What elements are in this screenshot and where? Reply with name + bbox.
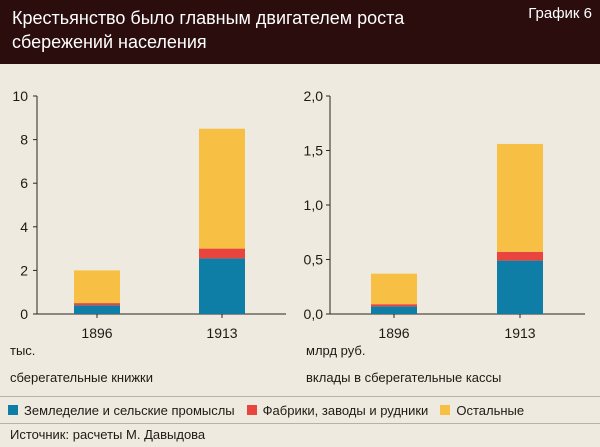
- left-chart-unit: тыс.: [10, 343, 36, 358]
- right-bar-1896-agriculture: [371, 306, 417, 314]
- right-y-tick-label: 1,5: [304, 143, 324, 159]
- left-y-tick-label: 4: [20, 219, 28, 235]
- left-y-tick-label: 2: [20, 262, 28, 278]
- right-chart-unit: млрд руб.: [306, 343, 366, 358]
- right-x-tick-label: 1913: [504, 325, 535, 341]
- left-y-tick-label: 6: [20, 175, 28, 191]
- chart-number: График 6: [528, 5, 592, 22]
- right-y-tick-label: 0,0: [304, 306, 324, 322]
- right-bar-1913-factories: [497, 251, 543, 261]
- left-bar-1913-other: [199, 128, 245, 249]
- legend-swatch-factories: [246, 405, 257, 415]
- legend-label-factories: Фабрики, заводы и рудники: [262, 402, 429, 418]
- legend-top-divider: [0, 396, 600, 397]
- right-y-tick-label: 0,5: [304, 252, 324, 268]
- left-chart-description: сберегательные книжки: [10, 370, 153, 385]
- right-x-tick-label: 1896: [378, 325, 409, 341]
- legend-item-agriculture: Земледелие и сельские промыслы: [8, 403, 235, 418]
- left-x-tick-label: 1913: [206, 325, 237, 341]
- legend: Земледелие и сельские промыслы Фабрики, …: [8, 402, 536, 418]
- legend-item-other: Остальные: [440, 403, 524, 418]
- legend-swatch-other: [440, 405, 451, 415]
- chart-title: Крестьянство было главным двигателем рос…: [12, 8, 405, 52]
- right-y-tick-label: 1,0: [304, 197, 324, 213]
- left-bar-1913-factories: [199, 248, 245, 259]
- left-bar-1896-agriculture: [74, 305, 120, 314]
- chart-header: Крестьянство было главным двигателем рос…: [0, 0, 600, 64]
- left-y-tick-label: 10: [12, 88, 28, 104]
- charts-area: 0 2 4 6 8 10 1896 1913 0,0 0,5 1,0 1,5 2,0 1896 1913: [12, 88, 585, 341]
- legend-swatch-agriculture: [8, 405, 18, 415]
- left-y-tick-label: 0: [20, 306, 28, 322]
- source-top-divider: [0, 423, 600, 424]
- legend-label-agriculture: Земледелие и сельские промыслы: [24, 402, 235, 418]
- legend-label-other: Остальные: [456, 402, 525, 418]
- legend-item-factories: Фабрики, заводы и рудники: [246, 402, 429, 418]
- left-y-tick-label: 8: [20, 132, 28, 148]
- left-bar-1896-factories: [74, 303, 120, 306]
- right-y-tick-label: 2,0: [304, 88, 324, 104]
- right-bar-1913-other: [497, 143, 543, 252]
- right-bar-1896-factories: [371, 304, 417, 307]
- left-bar-1913-agriculture: [199, 258, 245, 314]
- left-bar-1896-other: [74, 270, 120, 304]
- right-chart-description: вклады в сберегательные кассы: [306, 370, 502, 385]
- left-x-tick-label: 1896: [81, 325, 112, 341]
- right-bar-1896-other: [371, 273, 417, 305]
- right-bar-1913-agriculture: [497, 260, 543, 314]
- source-note: Источник: расчеты М. Давыдова: [10, 427, 206, 442]
